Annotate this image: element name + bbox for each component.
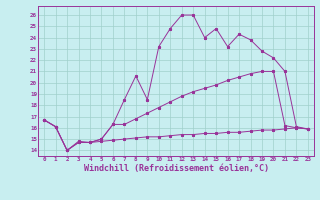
X-axis label: Windchill (Refroidissement éolien,°C): Windchill (Refroidissement éolien,°C) (84, 164, 268, 173)
